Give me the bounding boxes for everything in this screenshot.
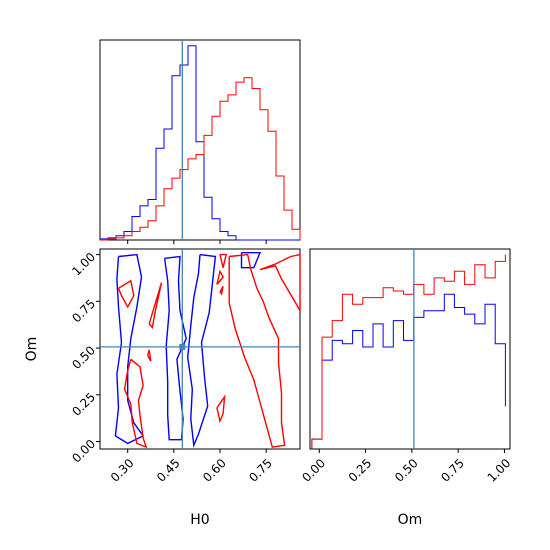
contour-ytick-label-0: 0.00 — [69, 437, 98, 466]
truth-marker — [179, 343, 186, 350]
hist-panel-om: 0.00 0.25 0.50 0.75 1.00 Om — [299, 248, 513, 528]
contour-red-9 — [219, 286, 224, 296]
contour-ytick-label-2: 0.50 — [69, 343, 98, 372]
om-right-xtick-label-3: 0.75 — [438, 456, 467, 485]
hist-om-frame — [309, 248, 511, 450]
hist-h0-ticks — [127, 240, 267, 244]
om-right-xtick-label-1: 0.25 — [346, 456, 375, 485]
om-right-xtick-label-2: 0.50 — [392, 456, 421, 485]
contour-xtick-label-2: 0.60 — [200, 456, 229, 485]
contour-blue-3 — [240, 251, 262, 269]
contour-blue-0 — [114, 253, 145, 445]
h0-hist-red — [100, 77, 301, 241]
om-hist-red — [311, 254, 506, 449]
y-axis-label-om: Om — [24, 337, 40, 362]
contour-xtick-label-0: 0.30 — [108, 456, 137, 485]
om-right-xtick-label-4: 1.00 — [485, 456, 514, 485]
contour-red-3 — [147, 349, 152, 362]
contour-red-6 — [259, 253, 301, 314]
contour-xtick-label-1: 0.45 — [154, 456, 183, 485]
contour-red-1 — [123, 358, 148, 449]
x-axis-label-h0: H0 — [190, 512, 209, 528]
om-right-xtick-label-0: 0.00 — [299, 456, 328, 485]
x-axis-label-om: Om — [398, 512, 423, 528]
contour-xtick-label-3: 0.75 — [246, 456, 275, 485]
contour-blue-2 — [186, 253, 217, 449]
contour-red-5 — [228, 253, 286, 448]
contour-series-group — [114, 251, 301, 449]
contour-ytick-label-1: 0.25 — [69, 390, 98, 419]
om-hist-blue — [311, 293, 506, 449]
contour-red-7 — [216, 269, 224, 285]
contour-frame — [99, 248, 301, 450]
hist-om-series-group — [311, 254, 506, 449]
h0-hist-blue — [99, 45, 300, 241]
contour-red-2 — [148, 282, 163, 330]
hist-om-x-ticks: 0.00 0.25 0.50 0.75 1.00 — [299, 449, 513, 485]
hist-h0-frame — [99, 39, 301, 241]
hist-panel-h0 — [99, 39, 301, 244]
contour-red-0 — [117, 279, 135, 309]
contour-red-8 — [216, 394, 226, 424]
hist-h0-series-group — [99, 45, 301, 241]
contour-ytick-label-3: 0.75 — [69, 297, 98, 326]
contour-panel-h0-om: 0.30 0.45 0.60 0.75 0.00 0.25 0.50 0.75 1.00 H0… — [24, 248, 301, 528]
contour-y-ticks: 0.00 0.25 0.50 0.75 1.00 — [69, 250, 100, 466]
contour-ytick-label-4: 1.00 — [69, 250, 98, 279]
contour-x-ticks: 0.30 0.45 0.60 0.75 — [108, 449, 275, 485]
contour-red-4 — [219, 253, 228, 268]
